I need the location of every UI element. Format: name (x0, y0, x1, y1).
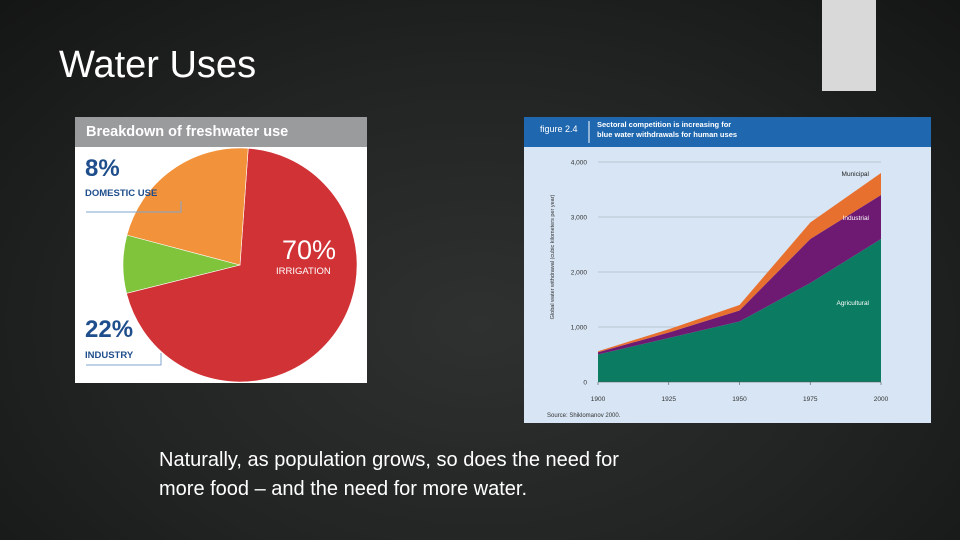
y-tick-label: 1,000 (571, 325, 588, 332)
industry-percent-label: 22% (85, 316, 134, 343)
area-chart-header (524, 117, 931, 147)
area-chart: figure 2.4 Sectoral competition is increa… (524, 117, 931, 419)
pie-slice-irrigation (126, 147, 358, 383)
caption-line-1: Naturally, as population grows, so does … (159, 449, 619, 471)
area-chart-title-line-2: blue water withdrawals for human uses (597, 130, 737, 139)
pie-chart (86, 147, 358, 383)
x-tick-label: 1975 (803, 396, 818, 403)
series-label-agricultural: Agricultural (836, 300, 869, 307)
figure-label: figure 2.4 (540, 124, 578, 134)
y-tick-label: 3,000 (571, 215, 588, 222)
series-label-industrial: Industrial (843, 215, 870, 222)
irrigation-percent-label: 70% (282, 235, 337, 265)
area-chart-panel: figure 2.4 Sectoral competition is increa… (524, 117, 931, 423)
area-chart-title-line-1: Sectoral competition is increasing for (597, 120, 731, 129)
area-series-agricultural (598, 239, 881, 382)
irrigation-caption: IRRIGATION (276, 266, 331, 277)
decorative-tab (822, 0, 876, 91)
y-tick-label: 0 (583, 380, 587, 387)
slide-caption: Naturally, as population grows, so does … (159, 446, 759, 504)
caption-line-2: more food – and the need for more water. (159, 478, 527, 500)
industry-leader-line (86, 353, 162, 366)
pie-chart-panel: Breakdown of freshwater use 8% DOMESTIC … (75, 117, 367, 383)
y-axis-label: Global water withdrawal (cubic kilometer… (550, 194, 556, 319)
industry-caption: INDUSTRY (85, 350, 134, 361)
domestic-percent-label: 8% (85, 155, 120, 182)
pie-chart-title: Breakdown of freshwater use (75, 117, 367, 147)
x-tick-label: 1950 (732, 396, 747, 403)
x-tick-label: 1925 (662, 396, 677, 403)
source-note: Source: Shiklomanov 2000. (547, 413, 621, 419)
series-label-municipal: Municipal (842, 171, 870, 178)
domestic-leader-line (86, 201, 182, 213)
domestic-caption: DOMESTIC USE (85, 188, 158, 199)
x-tick-label: 1900 (591, 396, 606, 403)
y-tick-label: 4,000 (571, 160, 588, 167)
y-tick-label: 2,000 (571, 270, 588, 277)
slide-title: Water Uses (59, 44, 257, 86)
x-tick-label: 2000 (874, 396, 889, 403)
pie-slice-industry (126, 147, 249, 266)
